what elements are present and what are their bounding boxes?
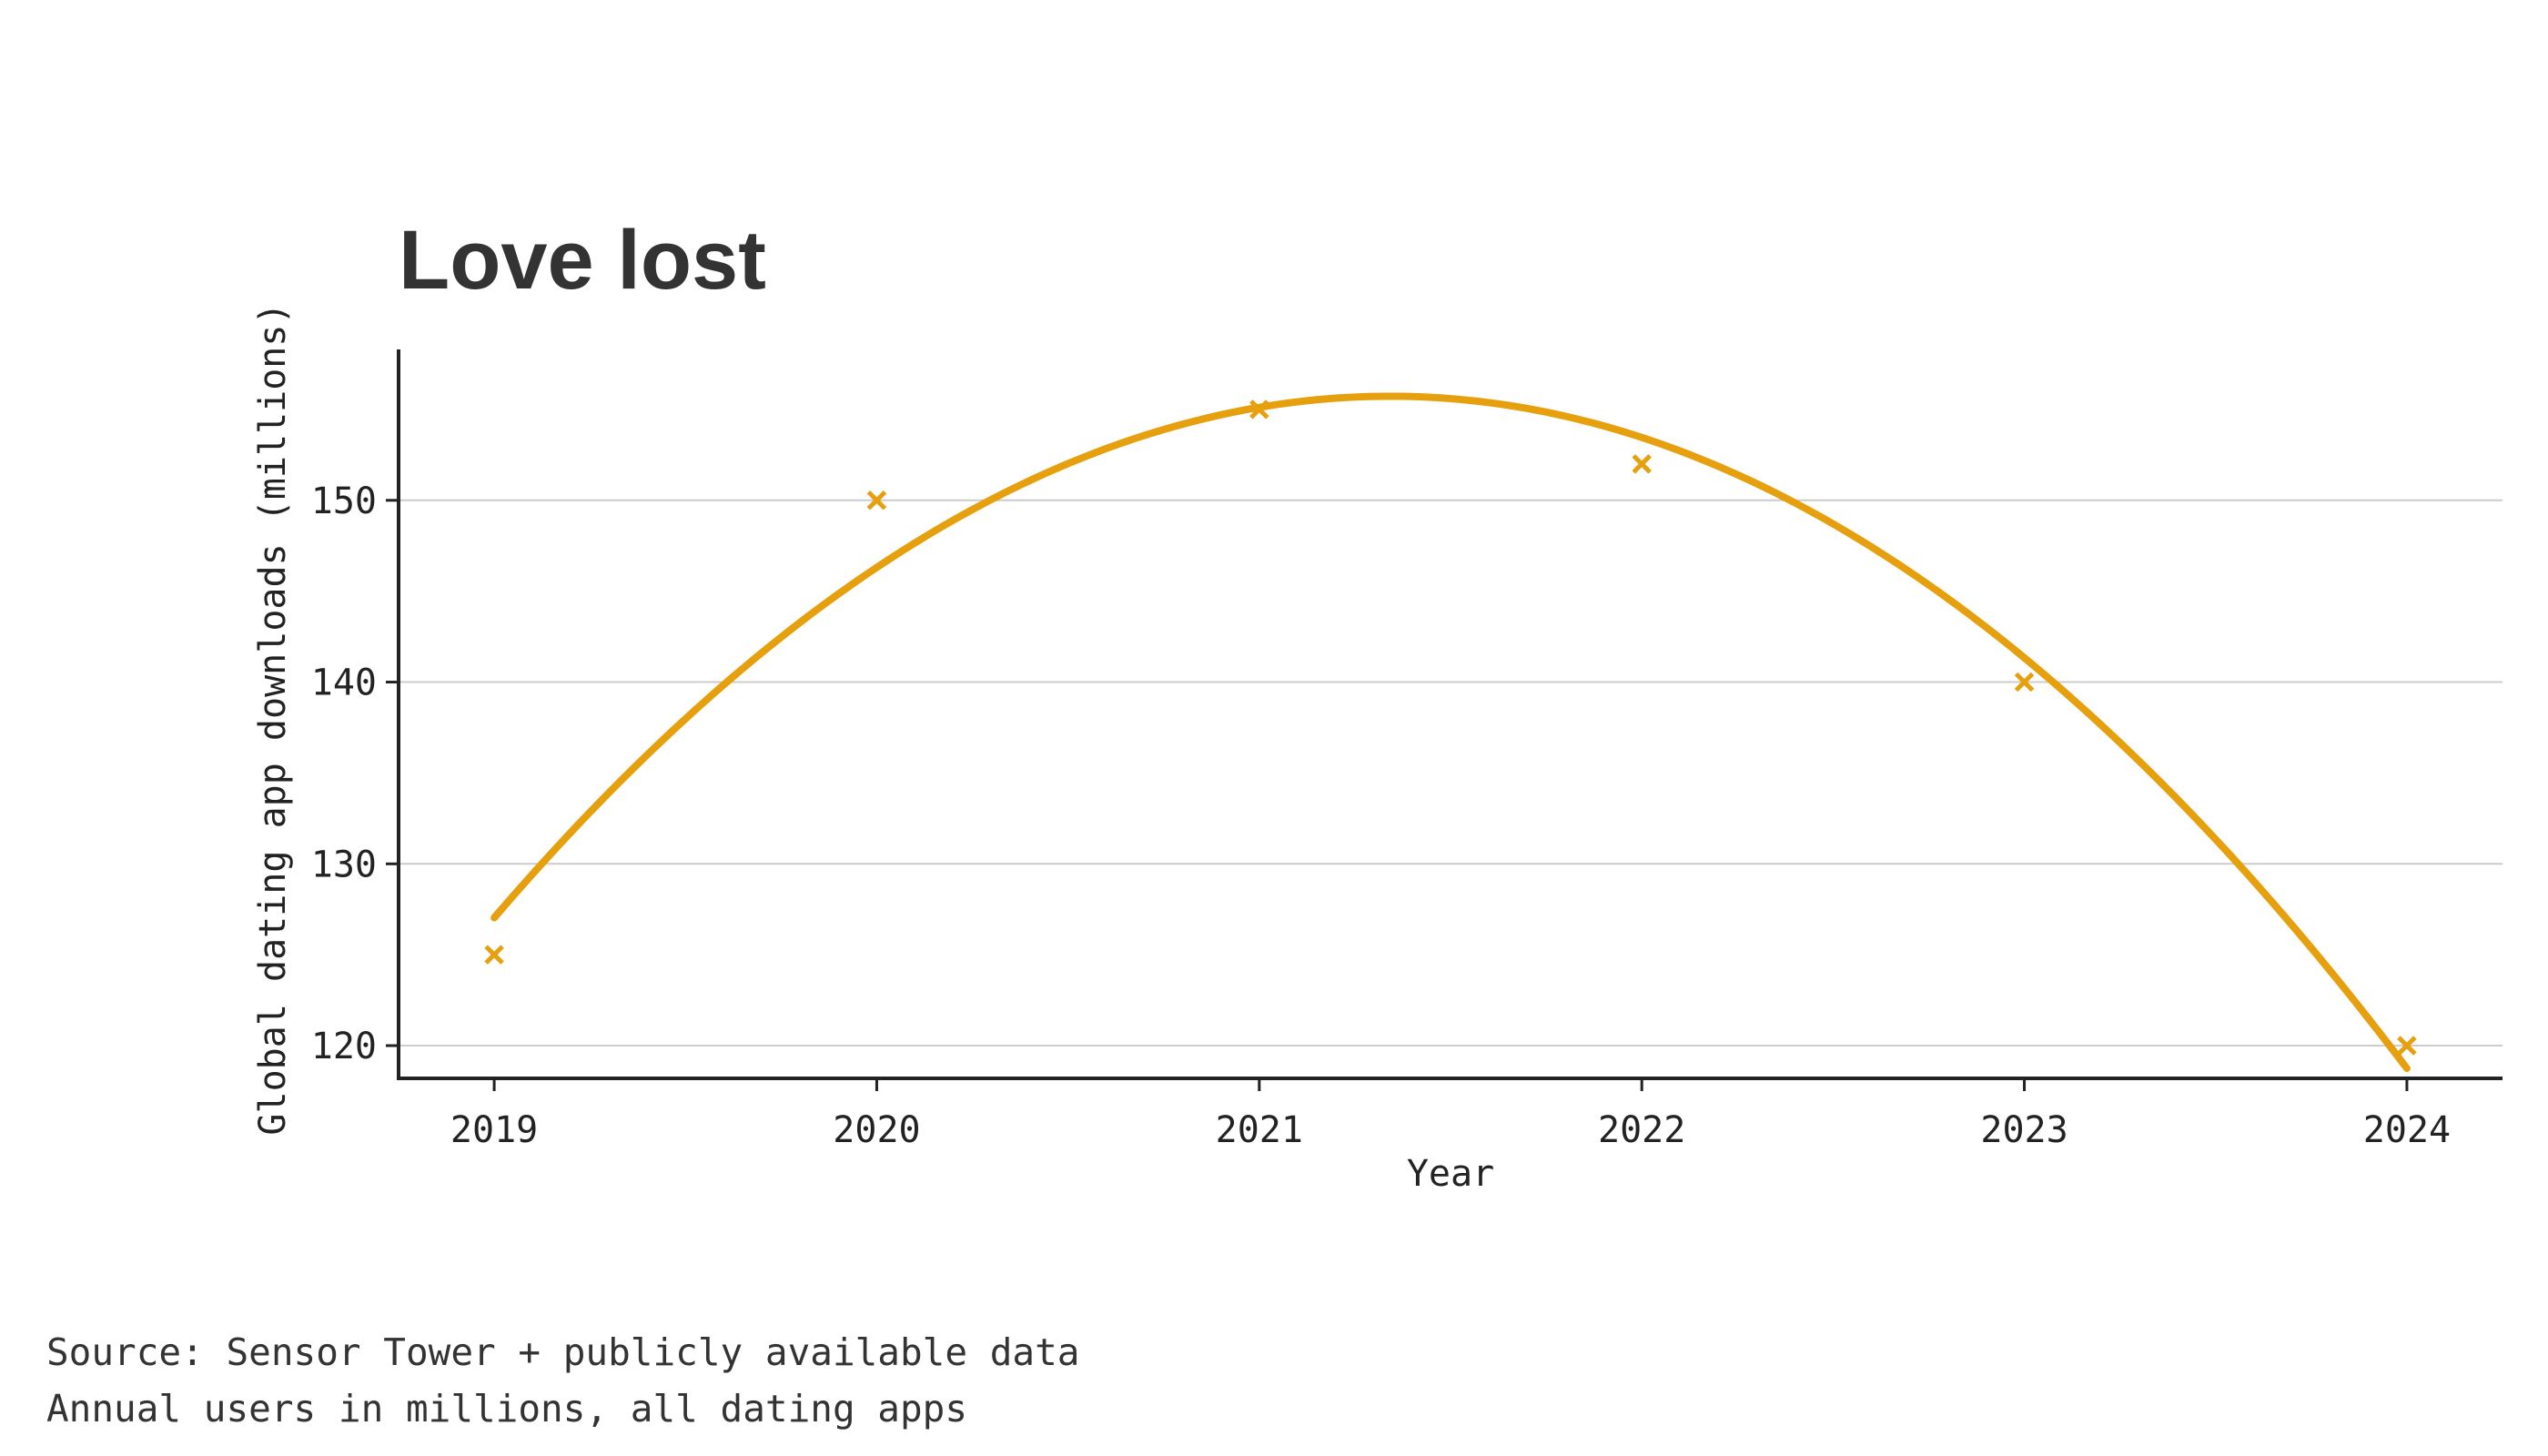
- data-point-marker: [2014, 672, 2035, 693]
- x-tick-label: 2019: [450, 1109, 538, 1151]
- data-markers: [484, 399, 2417, 1056]
- x-tick-label: 2023: [1980, 1109, 2068, 1151]
- marker-stroke: [866, 490, 887, 511]
- data-point-marker: [866, 490, 887, 511]
- y-tick-label: 150: [311, 480, 377, 522]
- marker-stroke: [484, 945, 504, 965]
- x-tick-label: 2020: [833, 1109, 920, 1151]
- marker-stroke: [2014, 672, 2035, 693]
- x-tick-label: 2022: [1598, 1109, 1685, 1151]
- chart-title: Love lost: [399, 214, 766, 307]
- y-tick-label: 130: [311, 844, 377, 885]
- marker-stroke: [2397, 1036, 2417, 1056]
- trend-curve: [490, 392, 2411, 1073]
- data-point-marker: [484, 945, 504, 965]
- marker-stroke: [1632, 454, 1652, 474]
- data-point-marker: [1632, 454, 1652, 474]
- y-tick-label: 120: [311, 1026, 377, 1067]
- x-tick-label: 2021: [1216, 1109, 1303, 1151]
- data-point-marker: [2397, 1036, 2417, 1056]
- y-axis-label: Global dating app downloads (millions): [252, 302, 294, 1135]
- source-note: Source: Sensor Tower + publicly availabl…: [46, 1330, 1079, 1374]
- marker-stroke: [1249, 399, 1269, 420]
- grid-lines: [399, 499, 2502, 1047]
- x-axis-label: Year: [1407, 1153, 1494, 1195]
- footer-note: Annual users in millions, all dating app…: [46, 1387, 967, 1431]
- tick-labels: 120 130 140 150 2019 2020 2021 2022 2023 2024: [311, 480, 2451, 1151]
- data-point-marker: [1249, 399, 1269, 420]
- y-tick-label: 140: [311, 662, 377, 704]
- tick-marks: [386, 499, 2409, 1091]
- x-tick-label: 2024: [2363, 1109, 2451, 1151]
